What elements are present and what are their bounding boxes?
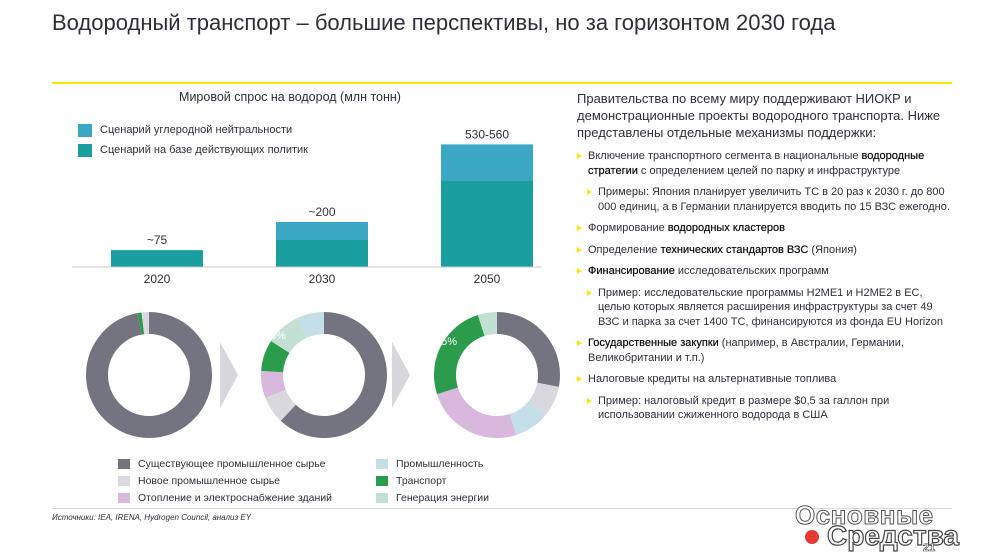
bullet-financing: Финансирование исследовательских програм… <box>577 264 952 279</box>
bullet-text: Налоговые кредиты на альтернативные топл… <box>588 373 837 385</box>
bar-x-tick-label: 2030 <box>309 272 336 286</box>
bullet-text: Формирование <box>588 222 668 234</box>
sources-note: Источники: IEA, IRENA, Hydrogen Council,… <box>52 513 252 522</box>
watermark-line2: Средства <box>826 519 960 551</box>
arrow-2030-2050 <box>392 342 410 408</box>
legend-item-current: Сценарий на базе действующих политик <box>78 140 308 160</box>
donut-legend-swatch <box>118 492 130 503</box>
bullet-standards: Определение технических стандартов ВЗС (… <box>577 243 952 258</box>
bullet-tax-credits: Налоговые кредиты на альтернативные топл… <box>577 372 952 387</box>
donut-legend-item: Отопление и электроснабжение зданий <box>118 491 376 504</box>
watermark-line1: Основные <box>795 500 934 531</box>
legend-swatch-neutral <box>78 123 92 137</box>
legend-item-neutral: Сценарий углеродной нейтральности <box>78 120 308 140</box>
donut-legend-label: Генерация энергии <box>396 491 490 504</box>
bar-data-label: ~75 <box>147 233 168 247</box>
donut-legend-item: Новое промышленное сырье <box>118 474 376 487</box>
legend-label-current: Сценарий на базе действующих политик <box>100 144 308 156</box>
legend-label-neutral: Сценарий углеродной нейтральности <box>100 124 293 136</box>
bar-chart-title: Мировой спрос на водород (млн тонн) <box>179 90 401 104</box>
bar-x-tick-label: 2020 <box>144 272 171 286</box>
donut-transport-share-label: 25% <box>435 336 457 348</box>
donut-legend: Существующее промышленное сырье Промышле… <box>118 457 546 504</box>
donut-hole <box>108 334 190 416</box>
donut-legend-label: Новое промышленное сырье <box>138 474 281 487</box>
donut-hole <box>456 334 538 416</box>
bar-chart-legend: Сценарий углеродной нейтральности Сценар… <box>78 120 308 160</box>
watermark-logo: Основные Средства 21 <box>795 500 995 560</box>
bullet-text: с определением целей по парку и инфрастр… <box>637 164 901 177</box>
intro-text: Правительства по всему миру поддерживают… <box>577 91 941 140</box>
donut-2050-slice-5 <box>434 312 560 438</box>
bullet-text: Пример: исследовательские программы H2ME… <box>598 286 943 328</box>
bullet-text: Определение <box>588 243 661 256</box>
donut-legend-swatch <box>118 458 130 469</box>
subbullet-examples-1: Примеры: Япония планирует увеличить ТС в… <box>587 185 952 214</box>
donut-legend-label: Промышленность <box>396 457 484 470</box>
subbullet-examples-2: Пример: исследовательские программы H2ME… <box>587 286 952 330</box>
bullet-text: (например, в Австралии, Германии, Велико… <box>588 337 904 364</box>
donut-2020-slice-2 <box>86 312 212 438</box>
bullet-text: Пример: налоговый кредит в размере $0,5 … <box>598 394 890 422</box>
donut-legend-label: Отопление и электроснабжение зданий <box>138 491 332 504</box>
page-title: Водородный транспорт – большие перспекти… <box>52 10 836 35</box>
bullet-clusters: Формирование водородных кластеров <box>577 221 952 236</box>
bullet-strategies: Включение транспортного сегмента в нацио… <box>577 149 952 178</box>
bullet-highlight: водородные стратегии <box>588 150 925 177</box>
donut-legend-item: Промышленность <box>376 457 546 470</box>
bar-data-label: 530-560 <box>465 127 509 141</box>
donut-2050-slice-4 <box>434 312 560 438</box>
legend-swatch-current <box>78 143 92 157</box>
bar-chart: ~75 ~200 530-560 2020 2030 2050 <box>72 127 542 286</box>
donut-legend-swatch <box>118 475 130 486</box>
bar-2050-series-1 <box>441 144 533 181</box>
bullet-highlight: водородных кластеров <box>667 222 785 234</box>
bar-2020-series-0 <box>111 250 203 267</box>
subbullet-examples-3: Пример: налоговый кредит в размере $0,5 … <box>587 394 952 423</box>
watermark-dot-icon <box>805 530 819 544</box>
bullet-text: исследовательских программ <box>674 265 829 277</box>
bullet-text: Включение транспортного сегмента в нацио… <box>588 150 862 162</box>
donut-2030-slice-5 <box>261 312 387 438</box>
donut-hole <box>283 334 365 416</box>
donut-transport-share-label: 8% <box>270 330 286 342</box>
donut-legend-item: Существующее промышленное сырье <box>118 457 376 470</box>
donut-legend-swatch <box>376 475 388 486</box>
donut-legend-item: Транспорт <box>376 474 546 487</box>
donut-charts: 8% 25% <box>86 312 560 438</box>
bar-2030-series-0 <box>276 240 368 267</box>
donut-legend-label: Транспорт <box>396 474 447 487</box>
bullet-highlight: технических стандартов ВЗС <box>660 243 809 256</box>
header-divider <box>52 82 952 84</box>
bullet-highlight: Финансирование <box>588 265 675 277</box>
donut-legend-swatch <box>376 458 388 469</box>
donut-2050-slice-3 <box>434 312 560 438</box>
donut-legend-item: Генерация энергии <box>376 491 546 504</box>
support-measures-panel: Правительства по всему миру поддерживают… <box>577 90 952 430</box>
bar-2030-series-1 <box>276 222 368 240</box>
bar-2050-series-0 <box>441 180 533 267</box>
bullet-procurement: Государственные закупки (например, в Авс… <box>577 336 952 365</box>
bullet-text: (Япония) <box>808 243 857 256</box>
bullet-highlight: Государственные закупки <box>588 337 719 349</box>
donut-legend-label: Существующее промышленное сырье <box>138 457 326 470</box>
bar-x-tick-label: 2050 <box>474 272 501 286</box>
arrow-2020-2030 <box>220 342 238 408</box>
donut-legend-swatch <box>376 492 388 503</box>
watermark-suffix: 21 <box>923 542 936 555</box>
bullet-text: Примеры: Япония планирует увеличить ТС в… <box>598 186 950 213</box>
donut-2030-slice-2 <box>261 312 387 438</box>
bar-data-label: ~200 <box>308 205 335 219</box>
footer-divider <box>52 508 952 509</box>
